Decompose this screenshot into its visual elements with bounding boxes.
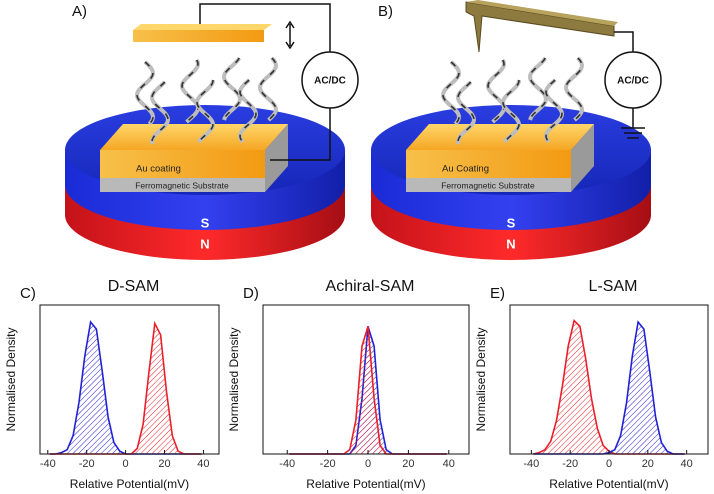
cantilever-top — [466, 0, 618, 26]
top-electrode-top — [133, 24, 272, 30]
gold-top — [406, 124, 594, 150]
pole-label: N — [200, 236, 209, 251]
panel-label: C) — [20, 285, 36, 302]
gold-coating — [406, 150, 571, 178]
x-tick-label: 20 — [642, 458, 654, 470]
gold-top — [100, 124, 288, 150]
panel-label: A) — [72, 3, 87, 20]
molecule-helix — [563, 56, 585, 122]
x-tick-label: 20 — [158, 458, 170, 470]
molecule-helix-shade — [529, 57, 547, 121]
density-chart: C) D-SAM Normalised Density Relative Potent… — [4, 278, 220, 491]
molecule-helix-shade — [223, 57, 241, 121]
x-tick-label: 20 — [402, 458, 414, 470]
density-area — [533, 320, 685, 454]
x-axis-label: Relative Potential(mV) — [70, 477, 189, 491]
panel-label: D) — [243, 285, 259, 302]
plot-frame — [39, 304, 220, 455]
chart-title: Achiral-SAM — [326, 278, 415, 295]
x-tick-label: -40 — [523, 458, 539, 470]
density-area — [49, 322, 202, 454]
x-tick-label: -20 — [320, 458, 336, 470]
molecule-helix — [257, 56, 279, 122]
chart-title: L-SAM — [589, 278, 638, 295]
substrate-side — [265, 124, 288, 192]
molecule-helix — [500, 79, 522, 144]
panel-label: E) — [490, 285, 505, 302]
density-area — [49, 323, 202, 454]
y-axis-label: Normalised Density — [474, 327, 488, 431]
molecule-helix — [543, 78, 565, 144]
molecule-helix — [135, 60, 155, 126]
chart-title: D-SAM — [108, 278, 160, 295]
molecule-helix-shade — [151, 81, 169, 145]
wire — [199, 3, 331, 161]
top-electrode — [133, 30, 264, 42]
x-axis-label: Relative Potential(mV) — [549, 477, 668, 491]
y-axis-label: Normalised Density — [227, 327, 241, 431]
molecule-helix — [441, 60, 461, 126]
substrate-label: Ferromagnetic Substrate — [135, 180, 229, 190]
substrate — [100, 178, 265, 192]
density-curve — [49, 320, 202, 455]
meter-label: AC/DC — [617, 76, 649, 87]
x-axis-label: Relative Potential(mV) — [306, 477, 425, 491]
cantilever — [465, 1, 615, 53]
x-tick-label: -20 — [562, 458, 578, 470]
gold-coating — [100, 150, 265, 178]
meter-label: AC/DC — [314, 76, 346, 87]
x-tick-label: 40 — [443, 458, 455, 470]
pole-label: N — [506, 236, 515, 251]
x-tick-label: 40 — [197, 458, 209, 470]
plot-frame — [262, 304, 470, 455]
plot-frame — [509, 304, 709, 455]
coating-label: Au Coating — [442, 164, 489, 175]
x-tick-label: -40 — [40, 458, 56, 470]
setup-diagram: SN Au coating Ferromagnetic Substrate A) AC/… — [65, 3, 359, 260]
molecule-helix — [179, 59, 201, 124]
molecule-helix-shade — [457, 81, 475, 145]
pole-label: S — [507, 215, 516, 230]
substrate — [406, 178, 571, 192]
substrate-side — [571, 124, 594, 192]
molecule-helix — [237, 78, 259, 144]
wire — [614, 31, 634, 128]
molecule-helix — [485, 59, 507, 124]
density-curve — [49, 320, 202, 455]
substrate-label: Ferromagnetic Substrate — [441, 180, 535, 190]
density-chart: E) L-SAM Normalised Density Relative Potent… — [474, 278, 709, 491]
density-area — [289, 326, 447, 454]
setup-diagram: SN Au Coating Ferromagnetic Substrate B) AC/… — [371, 0, 662, 260]
panel-label: B) — [378, 3, 393, 20]
pole-label: S — [201, 215, 210, 230]
x-tick-label: 0 — [123, 458, 129, 470]
x-tick-label: 0 — [606, 458, 612, 470]
y-axis-label: Normalised Density — [4, 327, 18, 431]
x-tick-label: -40 — [279, 458, 295, 470]
coating-label: Au coating — [136, 164, 181, 175]
molecule-helix — [194, 79, 216, 144]
motion-arrow — [285, 20, 295, 50]
density-chart: D) Achiral-SAM Normalised Density Relative … — [227, 278, 470, 491]
x-tick-label: 40 — [681, 458, 693, 470]
x-tick-label: -20 — [79, 458, 95, 470]
x-tick-label: 0 — [365, 458, 371, 470]
ground — [621, 127, 645, 139]
